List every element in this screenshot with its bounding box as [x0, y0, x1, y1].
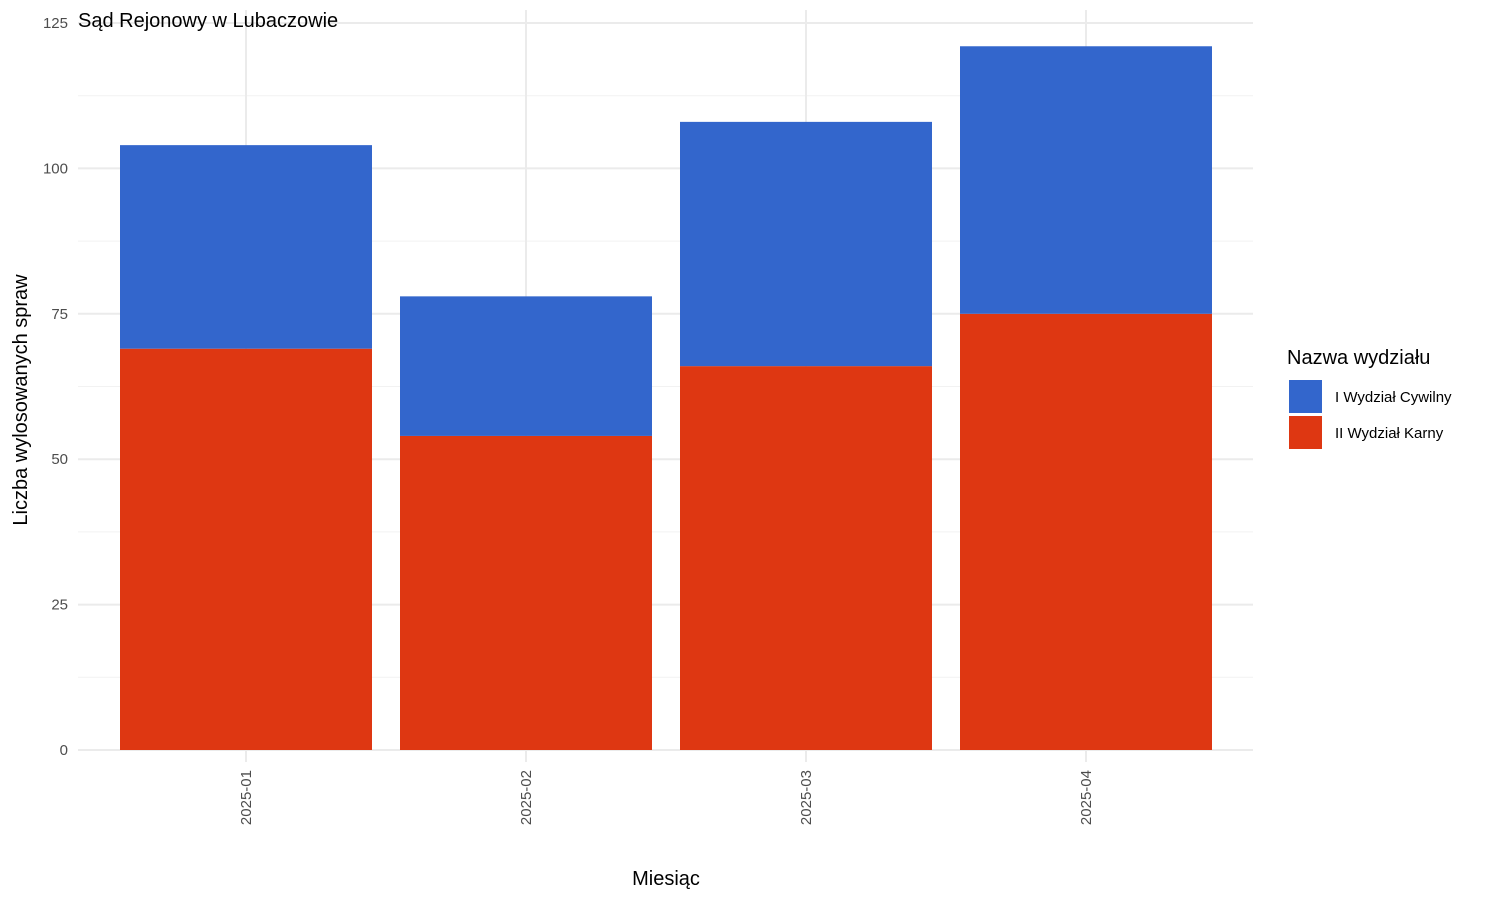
legend: Nazwa wydziału I Wydział Cywilny II Wydzi…: [1287, 347, 1452, 449]
legend-swatch: [1289, 380, 1322, 413]
bar-segment: [120, 145, 372, 349]
x-tick-label: 2025-02: [518, 770, 535, 825]
bars: [120, 46, 1212, 750]
bar-segment: [400, 435, 652, 750]
y-axis-ticks: 0 25 50 75 100 125: [43, 15, 68, 759]
legend-items: I Wydział Cywilny II Wydział Karny: [1289, 380, 1452, 449]
legend-swatch: [1289, 416, 1322, 449]
bar-segment: [680, 121, 932, 367]
bar-segment: [120, 348, 372, 750]
y-tick-label: 125: [43, 15, 68, 32]
x-tick-label: 2025-04: [1078, 770, 1095, 825]
y-tick-label: 25: [51, 597, 68, 614]
y-tick-label: 75: [51, 306, 68, 323]
y-tick-label: 100: [43, 160, 68, 177]
legend-label: II Wydział Karny: [1335, 425, 1444, 442]
bar-segment: [960, 313, 1212, 750]
chart-title: Sąd Rejonowy w Lubaczowie: [78, 10, 338, 32]
bar-segment: [960, 46, 1212, 314]
legend-title: Nazwa wydziału: [1287, 347, 1430, 369]
x-tick-label: 2025-01: [238, 770, 255, 825]
bar-segment: [680, 366, 932, 750]
y-tick-label: 50: [51, 451, 68, 468]
x-tick-label: 2025-03: [798, 770, 815, 825]
legend-label: I Wydział Cywilny: [1335, 389, 1452, 406]
y-tick-label: 0: [60, 742, 68, 759]
bar-segment: [400, 296, 652, 436]
x-axis-ticks: 2025-01 2025-02 2025-03 2025-04: [238, 770, 1095, 825]
x-axis-title: Miesiąc: [632, 868, 700, 890]
y-axis-title: Liczba wylosowanych spraw: [10, 274, 32, 526]
